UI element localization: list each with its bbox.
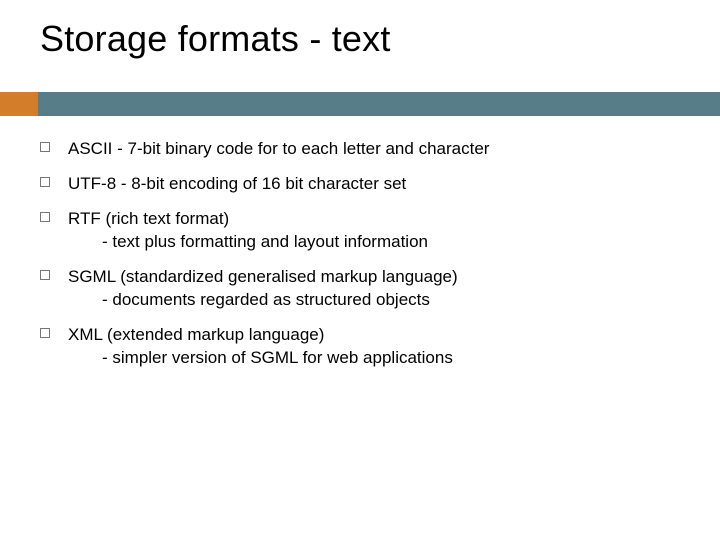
accent-bar: [0, 92, 720, 116]
bullet-list: ASCII - 7-bit binary code for to each le…: [40, 138, 680, 382]
list-item-subline: - text plus formatting and layout inform…: [68, 231, 680, 254]
list-item-line: RTF (rich text format): [68, 209, 229, 228]
list-item-subline: - simpler version of SGML for web applic…: [68, 347, 680, 370]
accent-teal: [38, 92, 720, 116]
list-item-content: SGML (standardized generalised markup la…: [68, 266, 680, 312]
list-item-content: RTF (rich text format) - text plus format…: [68, 208, 680, 254]
list-item: XML (extended markup language) - simpler …: [40, 324, 680, 370]
list-item-line: ASCII - 7-bit binary code for to each le…: [68, 139, 489, 158]
slide-title: Storage formats - text: [0, 0, 720, 60]
list-item: SGML (standardized generalised markup la…: [40, 266, 680, 312]
list-item-subline: - documents regarded as structured objec…: [68, 289, 680, 312]
bullet-marker-icon: [40, 328, 50, 338]
list-item-line: UTF-8 - 8-bit encoding of 16 bit charact…: [68, 174, 406, 193]
list-item: ASCII - 7-bit binary code for to each le…: [40, 138, 680, 161]
bullet-marker-icon: [40, 270, 50, 280]
bullet-marker-icon: [40, 212, 50, 222]
list-item-content: UTF-8 - 8-bit encoding of 16 bit charact…: [68, 173, 680, 196]
accent-orange: [0, 92, 38, 116]
bullet-marker-icon: [40, 177, 50, 187]
list-item: RTF (rich text format) - text plus format…: [40, 208, 680, 254]
bullet-marker-icon: [40, 142, 50, 152]
list-item-content: XML (extended markup language) - simpler …: [68, 324, 680, 370]
list-item-content: ASCII - 7-bit binary code for to each le…: [68, 138, 680, 161]
list-item: UTF-8 - 8-bit encoding of 16 bit charact…: [40, 173, 680, 196]
list-item-line: XML (extended markup language): [68, 325, 324, 344]
list-item-line: SGML (standardized generalised markup la…: [68, 267, 458, 286]
